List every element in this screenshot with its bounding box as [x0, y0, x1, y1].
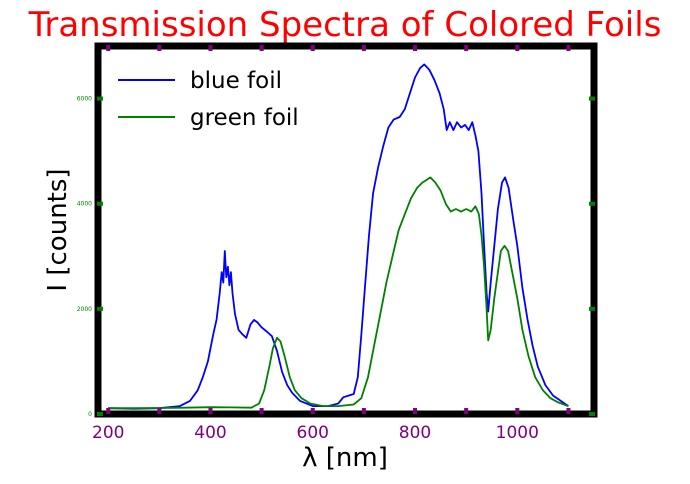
y-tick-mark-right — [589, 201, 595, 206]
x-tick-label: 1000 — [496, 423, 539, 443]
x-tick-mark — [157, 408, 162, 414]
series-line-blue-foil — [108, 63, 569, 410]
x-tick-mark — [464, 408, 469, 414]
x-tick-mark — [106, 408, 111, 414]
x-tick-mark — [259, 408, 264, 414]
y-tick-label: 6000 — [77, 96, 92, 103]
x-tick-mark — [361, 408, 366, 414]
legend-label: blue foil — [190, 68, 282, 94]
plot-area — [108, 63, 569, 410]
x-tick-label: 400 — [194, 423, 226, 443]
x-tick-label: 800 — [399, 423, 431, 443]
x-tick-label: 600 — [297, 423, 329, 443]
y-tick-mark-right — [589, 306, 595, 311]
x-tick-mark — [208, 408, 213, 414]
y-tick-mark-right — [589, 412, 595, 416]
legend: blue foil green foil — [118, 68, 299, 131]
x-tick-mark-top — [259, 45, 264, 51]
y-tick-mark-right — [589, 96, 595, 101]
y-tick-mark — [97, 412, 103, 416]
x-tick-mark — [310, 408, 315, 414]
x-tick-mark-top — [361, 45, 366, 51]
y-axis-label: I [counts] — [43, 168, 73, 291]
x-tick-mark — [515, 408, 520, 414]
series-line-green-foil — [108, 176, 569, 410]
plot-frame — [94, 42, 598, 418]
x-tick-mark-top — [515, 45, 520, 51]
y-tick-label: 4000 — [77, 201, 92, 208]
x-tick-mark-top — [106, 45, 111, 51]
axes: 200 400 600 800 1000 0 2000 4000 6000 — [77, 42, 598, 443]
x-tick-mark-top — [208, 45, 213, 51]
x-tick-mark-top — [464, 45, 469, 51]
x-tick-label: 200 — [92, 423, 124, 443]
legend-label: green foil — [190, 105, 299, 131]
x-tick-mark — [413, 408, 418, 414]
chart-title: Transmission Spectra of Colored Foils — [28, 5, 662, 45]
x-axis-label: λ [nm] — [302, 443, 388, 473]
x-tick-mark-top — [566, 45, 571, 51]
x-tick-mark-top — [157, 45, 162, 51]
x-tick-mark-top — [413, 45, 418, 51]
y-tick-label: 0 — [88, 411, 92, 418]
y-tick-mark — [97, 96, 103, 101]
x-tick-mark — [566, 408, 571, 414]
y-tick-mark — [97, 201, 103, 206]
x-tick-mark-top — [310, 45, 315, 51]
y-tick-mark — [97, 306, 103, 311]
y-tick-label: 2000 — [77, 306, 92, 313]
